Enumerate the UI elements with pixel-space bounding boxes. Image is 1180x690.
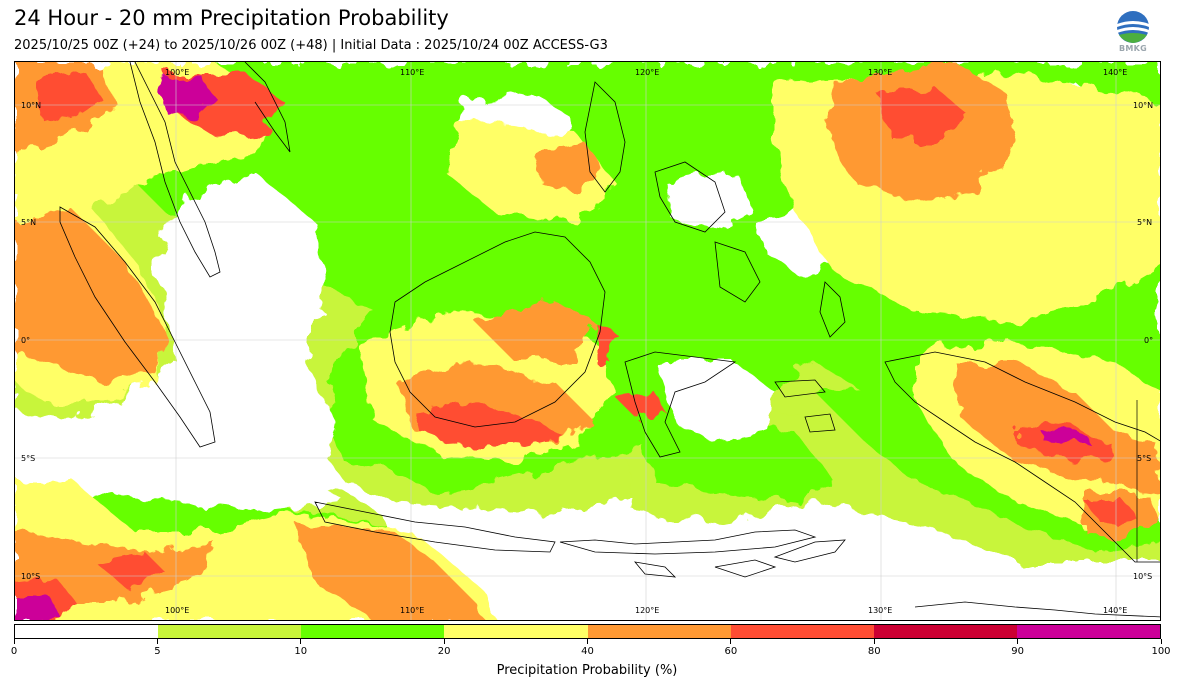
lat-label-right: 10°S: [1133, 572, 1153, 581]
lon-label-bottom: 130°E: [868, 606, 893, 615]
precipitation-map: 100°E 110°E 120°E 130°E 140°E 100°E 110°…: [14, 61, 1161, 621]
lat-label-left: 5°S: [21, 454, 36, 463]
colorbar-segment: [444, 625, 588, 638]
lat-label-left: 10°S: [21, 572, 41, 581]
colorbar-tick-label: 5: [154, 646, 161, 657]
colorbar-tick-label: 60: [724, 646, 738, 657]
lon-label-top: 130°E: [868, 68, 893, 77]
lon-label-bottom: 140°E: [1103, 606, 1128, 615]
lat-label-left: 10°N: [21, 101, 42, 110]
colorbar-tick-label: 40: [581, 646, 594, 657]
colorbar-tick: [13, 639, 15, 644]
lat-label-left: 0°: [21, 336, 31, 345]
map-title: 24 Hour - 20 mm Precipitation Probabilit…: [14, 6, 449, 30]
colorbar-segment: [1016, 625, 1160, 638]
map-canvas: [15, 62, 1160, 620]
colorbar-segment: [158, 625, 302, 638]
coastlines: [59, 62, 1160, 618]
colorbar-tick-label: 80: [867, 646, 881, 657]
colorbar-tick: [156, 639, 158, 644]
lat-label-right: 0°: [1144, 336, 1154, 345]
colorbar-segment: [301, 625, 445, 638]
colorbar-title: Precipitation Probability (%): [496, 663, 678, 678]
colorbar-tick-label: 10: [294, 646, 308, 657]
lon-label-top: 140°E: [1103, 68, 1128, 77]
colorbar-tick: [1017, 639, 1019, 644]
colorbar-tick: [443, 639, 445, 644]
lon-label-bottom: 120°E: [635, 606, 660, 615]
lon-label-top: 120°E: [635, 68, 660, 77]
colorbar-tick: [587, 639, 588, 644]
colorbar-tick: [1160, 639, 1162, 644]
lat-label-left: 5°N: [21, 218, 37, 227]
bmkg-logo-icon: [1117, 11, 1149, 43]
colorbar-tick: [300, 639, 302, 644]
colorbar-segment: [873, 625, 1017, 638]
map-subtitle: 2025/10/25 00Z (+24) to 2025/10/26 00Z (…: [14, 38, 608, 53]
colorbar-tick-label: 90: [1011, 646, 1024, 657]
colorbar-tick: [873, 639, 875, 644]
colorbar-tick-label: 20: [437, 646, 451, 657]
lat-label-right: 5°S: [1137, 454, 1152, 463]
probability-field: [15, 62, 1160, 620]
colorbar-segment: [587, 625, 731, 638]
lon-label-bottom: 110°E: [400, 606, 425, 615]
lat-label-right: 10°N: [1133, 101, 1154, 110]
lon-label-bottom: 100°E: [165, 606, 190, 615]
lat-label-right: 5°N: [1137, 218, 1153, 227]
graticule: [15, 62, 1160, 620]
colorbar-segment: [730, 625, 874, 638]
colorbar-tick-label: 100: [1151, 646, 1171, 657]
logo-text: BMKG: [1118, 44, 1148, 53]
lon-label-top: 100°E: [165, 68, 190, 77]
lon-label-top: 110°E: [400, 68, 425, 77]
colorbar-tick: [730, 639, 732, 644]
colorbar-tick-label: 0: [10, 646, 18, 657]
colorbar-segment: [15, 625, 159, 638]
colorbar: [14, 624, 1161, 639]
